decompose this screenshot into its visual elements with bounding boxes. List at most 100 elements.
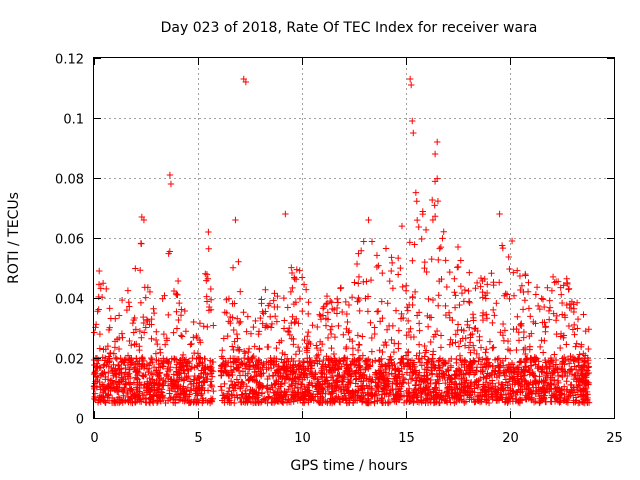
data-point [369,376,376,383]
data-point [571,331,578,338]
data-point [540,388,547,395]
data-point [186,378,194,385]
data-point [467,349,474,356]
data-point [190,349,198,357]
data-point [100,362,107,370]
data-point [115,312,123,319]
data-point [224,398,231,406]
data-point [249,399,257,407]
data-point [520,346,527,353]
data-point [437,344,445,351]
data-point [264,323,272,330]
data-point [293,315,300,323]
data-point [327,395,334,402]
data-point [433,391,440,398]
data-point [139,354,146,361]
data-point [272,369,280,376]
x-tick-label: 10 [294,431,311,446]
data-point [133,340,140,348]
data-point [549,273,557,281]
data-point [386,398,394,406]
data-point [453,367,460,375]
data-point [177,312,185,319]
data-point [470,342,477,349]
data-point [274,292,281,300]
data-point [167,364,174,371]
data-point [290,274,298,281]
data-point [521,378,528,385]
data-point [537,392,545,399]
data-point [415,223,422,231]
data-point [141,381,148,388]
data-point [529,380,536,388]
data-point [298,274,306,281]
data-point [132,326,140,333]
data-point [339,308,346,316]
data-point [124,287,132,294]
data-point [553,312,561,320]
data-point [505,366,512,373]
data-point [574,315,582,323]
data-point [424,392,431,399]
data-point [549,369,556,377]
data-point [512,365,520,372]
data-point [148,383,155,391]
data-point [530,384,537,391]
data-point [305,381,313,388]
data-point [348,394,355,401]
data-point [165,311,172,319]
data-point [388,359,395,366]
data-point [193,380,200,387]
data-point [289,392,296,399]
data-point [480,374,487,381]
data-point [163,335,170,342]
data-point [221,399,228,406]
data-point [424,364,432,371]
data-point [355,273,363,281]
data-point [122,398,129,405]
data-point [361,371,368,379]
data-point [362,366,369,374]
data-point [204,398,211,406]
data-point [138,398,145,405]
data-point [584,367,591,374]
data-point [449,339,456,347]
data-point [559,361,566,368]
data-point [188,386,195,394]
data-point [356,362,364,370]
data-point [218,353,225,360]
data-point [159,360,166,367]
data-point [496,210,503,218]
data-point [376,318,384,325]
data-point [432,331,439,338]
data-point [532,320,539,327]
data-point [273,378,280,385]
data-point [275,384,282,392]
data-point [530,399,538,406]
data-point [219,361,226,368]
data-point [505,253,512,261]
data-point [569,326,577,333]
data-point [225,295,233,302]
data-point [554,278,562,285]
data-point [372,357,379,364]
data-point [264,388,271,396]
data-point [423,360,430,368]
data-point [289,284,296,292]
data-point [292,351,300,358]
data-point [490,385,498,393]
data-point [447,336,454,343]
data-point [552,394,560,401]
data-point [499,332,507,339]
data-point [305,328,312,336]
data-point [249,387,257,395]
data-point [235,347,243,355]
data-point [479,316,487,324]
data-point [235,319,243,327]
data-point [491,312,498,319]
data-point [169,380,176,387]
data-point [552,356,560,364]
data-point [389,285,397,292]
data-point [439,361,447,369]
data-point [501,292,508,300]
